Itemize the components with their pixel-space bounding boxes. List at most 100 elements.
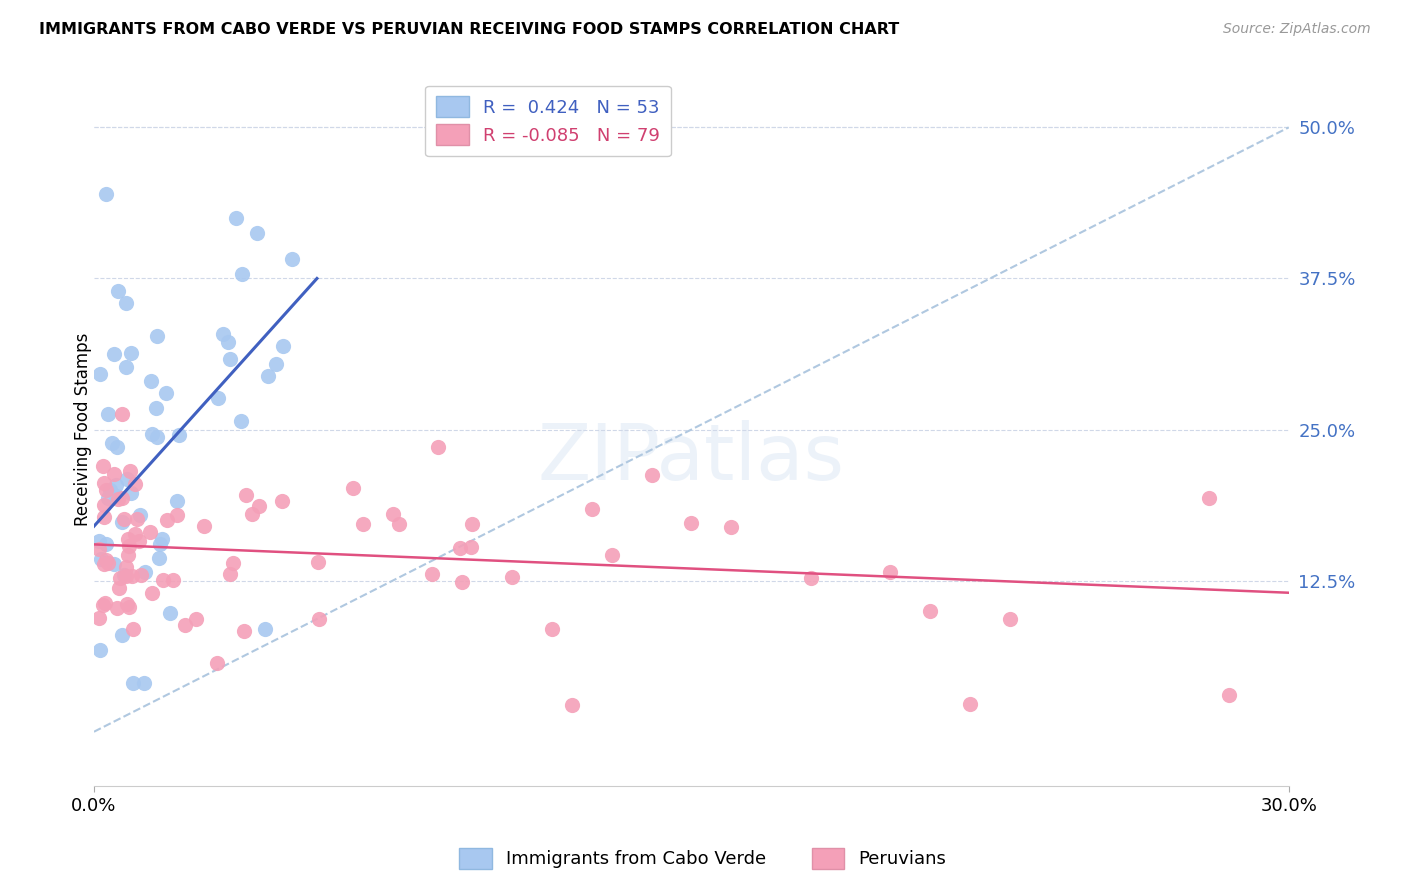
Point xyxy=(96,553,118,567)
Point xyxy=(280,252,302,266)
Point xyxy=(111,628,134,642)
Point xyxy=(128,534,150,549)
Point xyxy=(145,401,167,415)
Point xyxy=(152,574,174,588)
Point xyxy=(186,612,208,626)
Point xyxy=(107,492,129,507)
Point xyxy=(122,675,145,690)
Point xyxy=(111,515,134,529)
Point xyxy=(103,347,125,361)
Point xyxy=(141,374,163,388)
Point xyxy=(94,186,117,201)
Point xyxy=(148,551,170,566)
Point xyxy=(166,494,188,508)
Point xyxy=(541,622,564,636)
Point xyxy=(449,541,471,555)
Point xyxy=(308,612,330,626)
Legend: R =  0.424   N = 53, R = -0.085   N = 79: R = 0.424 N = 53, R = -0.085 N = 79 xyxy=(425,86,671,156)
Point xyxy=(115,472,138,486)
Point xyxy=(94,483,117,497)
Point xyxy=(1198,491,1220,506)
Point xyxy=(271,339,294,353)
Point xyxy=(93,557,115,571)
Point xyxy=(173,618,195,632)
Point xyxy=(117,599,139,614)
Point xyxy=(219,351,242,366)
Point xyxy=(90,551,112,566)
Point xyxy=(207,391,229,405)
Point xyxy=(307,556,329,570)
Point xyxy=(104,489,127,503)
Point xyxy=(115,569,138,583)
Point xyxy=(225,211,247,225)
Point xyxy=(93,475,115,490)
Point xyxy=(120,346,142,360)
Point xyxy=(121,623,143,637)
Point xyxy=(89,367,111,381)
Point xyxy=(117,533,139,547)
Point xyxy=(125,512,148,526)
Point xyxy=(149,537,172,551)
Point xyxy=(118,539,141,553)
Point xyxy=(681,516,703,530)
Point xyxy=(222,557,245,571)
Point xyxy=(117,549,139,563)
Point xyxy=(96,491,118,505)
Point xyxy=(105,440,128,454)
Point xyxy=(240,507,263,521)
Point xyxy=(111,491,134,506)
Point xyxy=(93,510,115,524)
Point xyxy=(167,428,190,442)
Point xyxy=(91,599,114,613)
Point xyxy=(120,464,142,478)
Point xyxy=(233,624,256,638)
Point xyxy=(110,407,132,421)
Point xyxy=(124,476,146,491)
Point xyxy=(246,226,269,240)
Point xyxy=(107,284,129,298)
Text: IMMIGRANTS FROM CABO VERDE VS PERUVIAN RECEIVING FOOD STAMPS CORRELATION CHART: IMMIGRANTS FROM CABO VERDE VS PERUVIAN R… xyxy=(39,22,900,37)
Point xyxy=(105,601,128,615)
Point xyxy=(98,483,121,497)
Point xyxy=(205,656,228,670)
Point xyxy=(94,596,117,610)
Point xyxy=(97,407,120,421)
Point xyxy=(501,570,523,584)
Point xyxy=(600,548,623,562)
Point xyxy=(91,458,114,473)
Text: ZIPatlas: ZIPatlas xyxy=(538,420,845,496)
Point xyxy=(352,517,374,532)
Point xyxy=(103,557,125,571)
Point xyxy=(254,622,277,636)
Point xyxy=(159,606,181,620)
Point xyxy=(461,517,484,532)
Legend: Immigrants from Cabo Verde, Peruvians: Immigrants from Cabo Verde, Peruvians xyxy=(453,840,953,876)
Point xyxy=(131,567,153,582)
Point xyxy=(581,501,603,516)
Point xyxy=(100,436,122,450)
Point xyxy=(219,566,242,581)
Point xyxy=(257,369,280,384)
Point xyxy=(229,414,252,428)
Point xyxy=(93,498,115,512)
Point xyxy=(156,513,179,527)
Y-axis label: Receiving Food Stamps: Receiving Food Stamps xyxy=(75,333,91,526)
Point xyxy=(145,430,167,444)
Point xyxy=(879,566,901,580)
Point xyxy=(112,511,135,525)
Point xyxy=(152,532,174,546)
Point xyxy=(89,643,111,657)
Point xyxy=(426,440,449,454)
Point xyxy=(129,508,152,523)
Point xyxy=(108,571,131,585)
Point xyxy=(231,268,253,282)
Text: Source: ZipAtlas.com: Source: ZipAtlas.com xyxy=(1223,22,1371,37)
Point xyxy=(271,494,294,508)
Point xyxy=(381,507,404,521)
Point xyxy=(342,481,364,495)
Point xyxy=(134,565,156,579)
Point xyxy=(211,326,233,341)
Point xyxy=(247,500,270,514)
Point xyxy=(124,526,146,541)
Point xyxy=(155,386,177,401)
